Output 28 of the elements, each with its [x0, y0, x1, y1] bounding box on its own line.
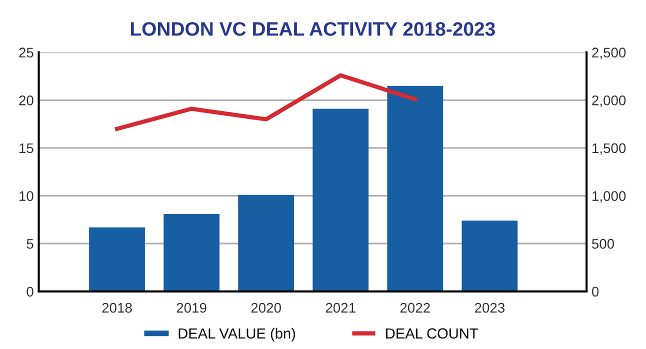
y-tick-label: 5: [26, 239, 34, 249]
y-tick-label: 25: [19, 48, 34, 58]
y-tick-label: 0: [26, 286, 34, 297]
bar: [89, 227, 145, 292]
legend-label: DEAL COUNT: [386, 328, 478, 339]
x-tick-label: 2021: [326, 302, 356, 313]
x-tick-label: 2018: [102, 302, 132, 313]
x-tick-label: 2022: [400, 302, 430, 313]
bar: [312, 108, 369, 292]
x-tick-label: 2023: [474, 302, 505, 313]
chart-title: LONDON VC DEAL ACTIVITY 2018-2023: [130, 22, 495, 36]
y2-tick-label: 1,000: [592, 191, 626, 203]
x-tick-label: 2020: [251, 302, 281, 313]
y2-tick-label: 0: [592, 286, 599, 297]
y-tick-label: 15: [20, 143, 34, 154]
y-tick-label: 20: [19, 95, 34, 106]
legend-label: DEAL VALUE (bn): [178, 328, 296, 342]
y2-tick-label: 500: [592, 238, 614, 249]
bar: [238, 194, 294, 292]
bar: [387, 86, 444, 292]
y-tick-label: 10: [20, 191, 34, 201]
y2-tick-label: 2,000: [592, 95, 626, 107]
bar: [164, 214, 220, 292]
bar: [462, 220, 518, 292]
x-tick-label: 2019: [176, 302, 206, 313]
y2-tick-label: 2,500: [592, 48, 626, 60]
line-series: [114, 73, 418, 131]
y2-tick-label: 1,500: [592, 143, 626, 155]
